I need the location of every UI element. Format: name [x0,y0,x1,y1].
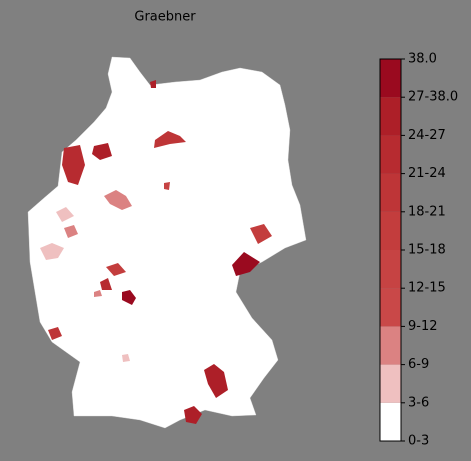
region [150,80,156,88]
region [64,225,78,238]
colorbar-label: 15-18 [408,243,446,258]
colorbar-segment [380,135,401,174]
colorbar-segment [380,364,401,403]
region [184,406,202,424]
map-title: Graebner [134,10,196,25]
colorbar-label: 9-12 [408,319,438,334]
region [154,131,186,148]
region [40,243,64,260]
colorbar-label: 38.0 [408,52,437,67]
colorbar-segment [380,402,401,441]
colorbar-label: 3-6 [408,395,429,410]
colorbar-segment [380,97,401,136]
region [106,263,126,276]
region [122,354,130,362]
colorbar-segment [380,288,401,327]
colorbar-label: 24-27 [408,128,446,143]
region [164,182,170,190]
colorbar-label: 27-38.0 [408,90,458,105]
region [250,224,272,244]
colorbar-label: 0-3 [408,434,429,449]
colorbar-label: 21-24 [408,166,446,181]
region [100,278,112,290]
region [122,290,136,305]
region [104,190,132,210]
colorbar-label: 6-9 [408,357,429,372]
region [232,252,260,276]
region [92,143,112,160]
region [204,364,228,398]
region [94,290,102,297]
colorbar-label: 18-21 [408,204,446,219]
colorbar-label: 12-15 [408,281,446,296]
colorbar: 0-3 3-6 6-9 9-12 12-15 15-18 18-21 21-24 24-27 27… [379,52,458,449]
colorbar-segment [380,211,401,250]
colorbar-segment [380,173,401,212]
region [48,327,62,340]
colorbar-segment [380,326,401,365]
region [62,145,85,185]
colorbar-segment [380,250,401,289]
germany-map [27,56,307,429]
region [56,207,74,222]
colorbar-segment [380,59,401,98]
